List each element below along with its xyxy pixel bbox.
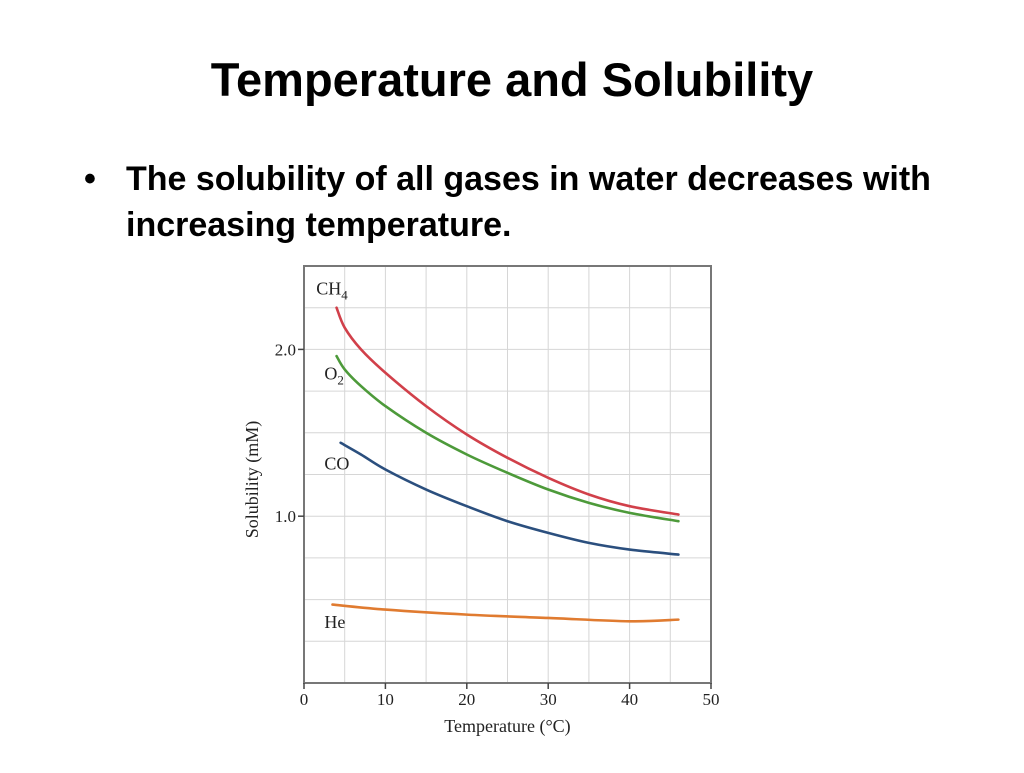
bullet-list: • The solubility of all gases in water d… [84, 156, 944, 248]
chart-ticks: 0 10 20 30 40 50 1.0 2.0 [275, 340, 720, 709]
series-label-main: CH [316, 278, 341, 298]
series-label-subscript: 4 [341, 287, 348, 302]
bullet-text: The solubility of all gases in water dec… [126, 160, 931, 244]
bullet-item: • The solubility of all gases in water d… [84, 156, 944, 248]
series-label-co: CO [324, 453, 349, 473]
y-tick-label: 2.0 [275, 340, 296, 359]
series-label-main: He [324, 612, 345, 632]
bullet-dot-icon: • [84, 160, 96, 198]
series-label-he: He [324, 612, 345, 632]
x-tick-label: 20 [458, 690, 475, 709]
series-label-main: CO [324, 453, 349, 473]
series-label-o2: O2 [324, 363, 344, 387]
x-axis-label: Temperature (°C) [444, 716, 570, 737]
series-label-main: O [324, 363, 337, 383]
chart-grid [304, 266, 711, 683]
series-label-ch4: CH4 [316, 278, 348, 302]
chart-series-labels: CH4 O2 CO He [316, 278, 349, 632]
y-tick-label: 1.0 [275, 507, 296, 526]
series-line-ch4 [335, 306, 680, 516]
x-tick-label: 30 [540, 690, 557, 709]
x-tick-label: 0 [300, 690, 309, 709]
chart-series-lines [331, 306, 680, 623]
y-axis-label: Solubility (mM) [242, 421, 263, 539]
series-label-subscript: 2 [337, 372, 344, 387]
x-tick-label: 40 [621, 690, 638, 709]
x-tick-label: 50 [703, 690, 720, 709]
plot-frame [303, 265, 712, 684]
slide-title: Temperature and Solubility [210, 53, 814, 106]
series-line-he [331, 603, 680, 623]
series-line-o2 [335, 354, 680, 523]
x-tick-label: 10 [377, 690, 394, 709]
series-line-co [339, 441, 680, 556]
